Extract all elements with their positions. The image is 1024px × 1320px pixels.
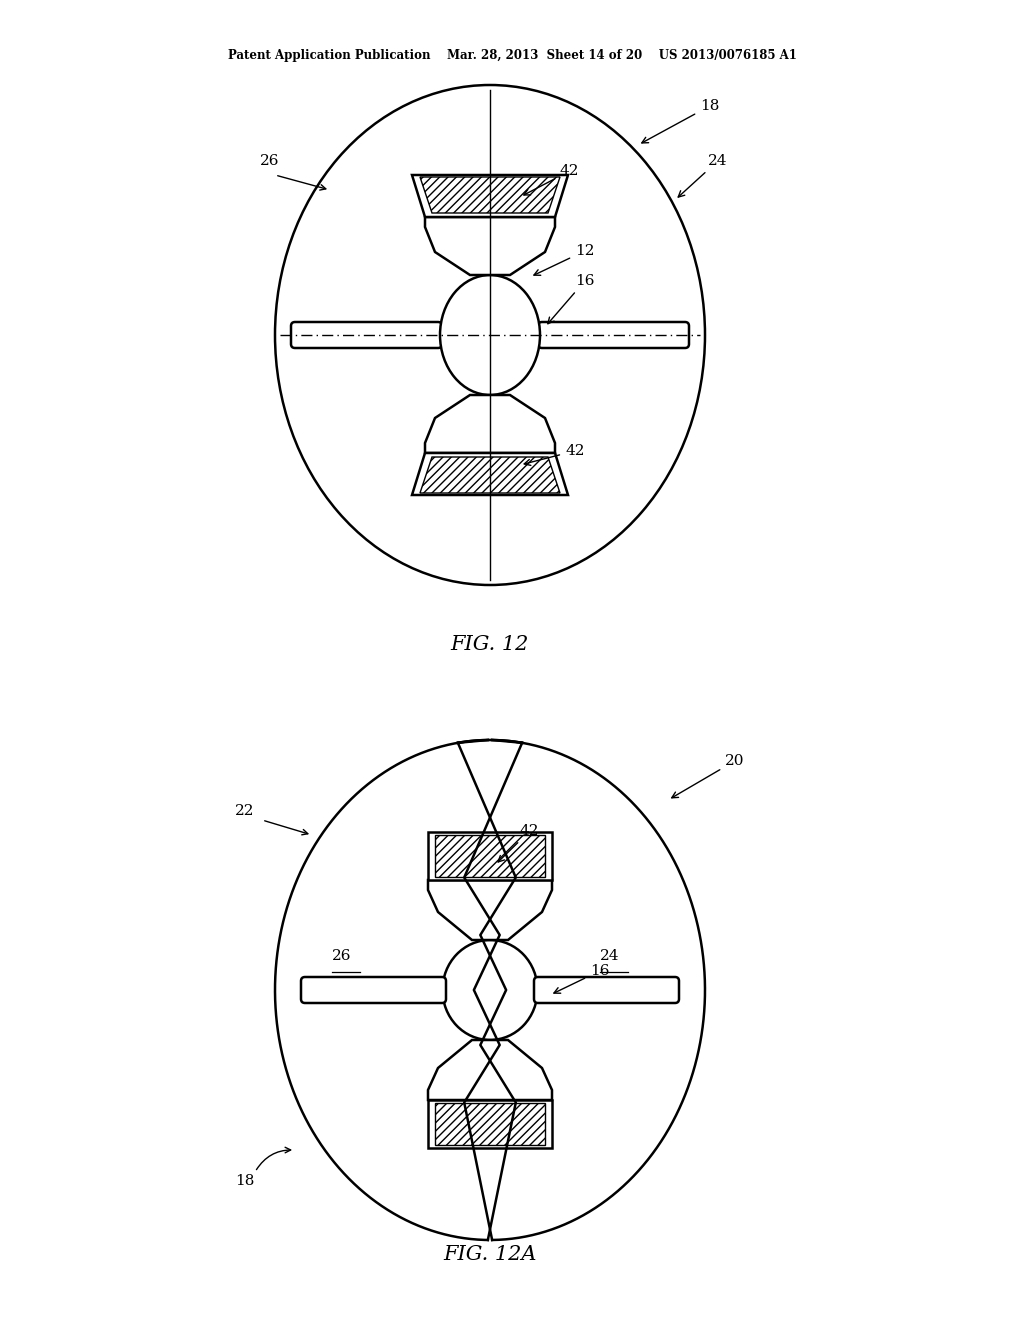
FancyBboxPatch shape xyxy=(291,322,442,348)
Text: 26: 26 xyxy=(260,154,280,168)
Text: 42: 42 xyxy=(524,164,580,195)
Polygon shape xyxy=(435,1104,545,1144)
Polygon shape xyxy=(420,177,560,213)
Polygon shape xyxy=(412,176,568,216)
Text: 22: 22 xyxy=(234,804,255,818)
Text: 18: 18 xyxy=(642,99,720,143)
Polygon shape xyxy=(428,1040,552,1100)
Polygon shape xyxy=(428,1100,552,1148)
FancyBboxPatch shape xyxy=(301,977,446,1003)
Ellipse shape xyxy=(440,275,540,395)
Text: Patent Application Publication    Mar. 28, 2013  Sheet 14 of 20    US 2013/00761: Patent Application Publication Mar. 28, … xyxy=(227,49,797,62)
Polygon shape xyxy=(428,832,552,880)
Text: 24: 24 xyxy=(600,949,620,964)
Text: 12: 12 xyxy=(534,244,595,276)
Polygon shape xyxy=(428,880,552,940)
Ellipse shape xyxy=(442,940,538,1040)
Polygon shape xyxy=(425,395,555,453)
Polygon shape xyxy=(412,453,568,495)
FancyBboxPatch shape xyxy=(534,977,679,1003)
Text: 20: 20 xyxy=(672,754,744,797)
Polygon shape xyxy=(420,457,560,492)
Text: FIG. 12A: FIG. 12A xyxy=(443,1246,537,1265)
Polygon shape xyxy=(435,836,545,876)
FancyBboxPatch shape xyxy=(538,322,689,348)
Text: FIG. 12: FIG. 12 xyxy=(451,635,529,655)
Text: 26: 26 xyxy=(332,949,351,964)
Text: 18: 18 xyxy=(234,1173,254,1188)
Text: 16: 16 xyxy=(554,964,609,993)
Text: 16: 16 xyxy=(548,275,595,323)
Polygon shape xyxy=(425,216,555,275)
Text: 24: 24 xyxy=(678,154,727,197)
Text: 42: 42 xyxy=(498,824,540,862)
Text: 42: 42 xyxy=(524,444,585,466)
